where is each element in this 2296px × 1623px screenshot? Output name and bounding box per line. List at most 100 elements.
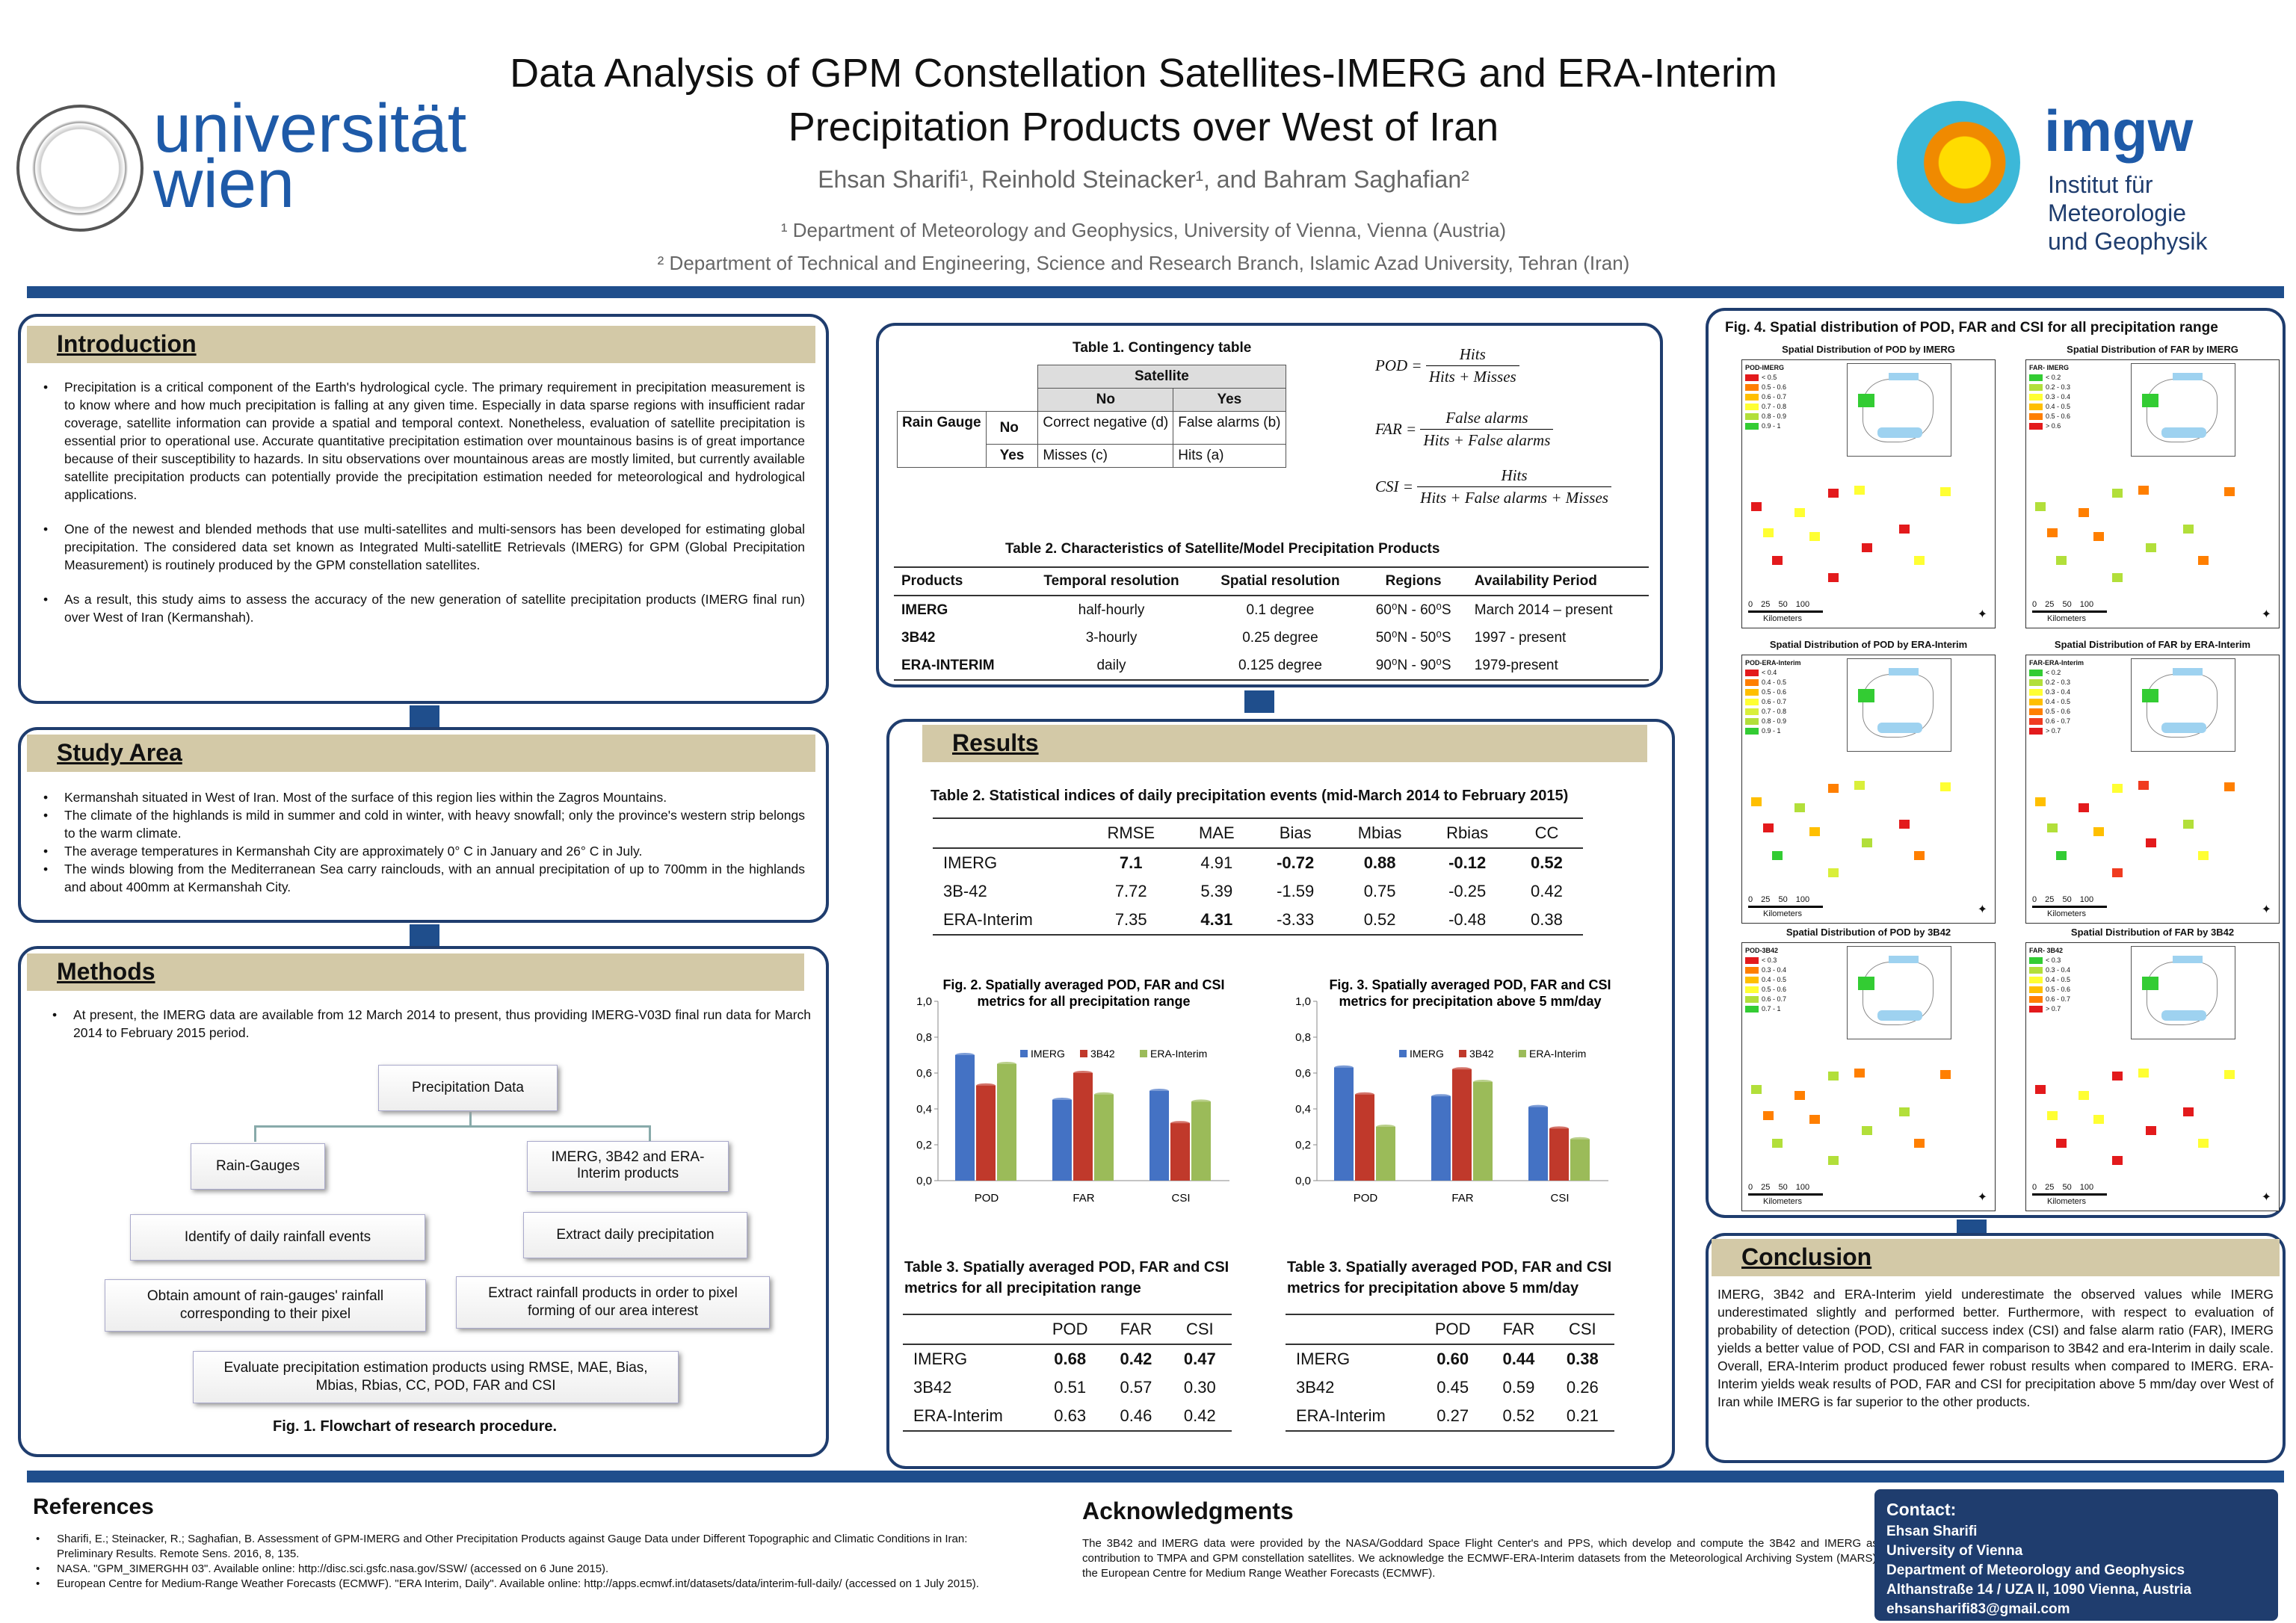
map-legend-title: POD-ERA-Interim [1745, 659, 1801, 667]
legend-label: < 0.2 [2046, 374, 2061, 381]
bar-cap [1149, 1089, 1169, 1093]
legend-swatch [1459, 1050, 1466, 1057]
legend-entry: 0.3 - 0.4 [2029, 392, 2070, 402]
references-heading: References [33, 1494, 154, 1519]
scale-unit: Kilometers [1763, 909, 1802, 918]
legend-entry: 0.2 - 0.3 [2029, 383, 2070, 392]
legend-label: 0.5 - 0.6 [1762, 986, 1787, 993]
flow-extract-daily: Extract daily precipitation [523, 1212, 747, 1258]
station-marker [1772, 851, 1783, 860]
station-marker [1794, 803, 1805, 812]
station-marker [2079, 508, 2089, 517]
station-marker [2035, 1085, 2046, 1094]
station-marker [2047, 528, 2058, 537]
station-marker [1809, 1115, 1820, 1124]
legend-swatch [1745, 996, 1759, 1004]
legend-label: 0.2 - 0.3 [2046, 383, 2071, 391]
chart-title: Fig. 2. Spatially averaged POD, FAR and … [942, 977, 1224, 1009]
legend-swatch [2029, 1006, 2043, 1013]
map-title: Spatial Distribution of FAR by 3B42 [2070, 927, 2235, 938]
affiliation-2: ² Department of Technical and Engineerin… [657, 252, 1630, 274]
bar-imerg [1334, 1067, 1354, 1181]
scale-bar [1748, 610, 1823, 613]
flow-extract-products: Extract rainfall products in order to pi… [456, 1276, 770, 1329]
conclusion-panel: Conclusion IMERG, 3B42 and ERA-Interim y… [1706, 1233, 2286, 1463]
station-marker [1763, 528, 1774, 537]
station-marker [1862, 838, 1872, 847]
map-title: Spatial Distribution of FAR by IMERG [2067, 344, 2238, 355]
station-marker [2146, 1126, 2156, 1135]
inset-iran-map [2131, 363, 2235, 457]
station-marker [2093, 827, 2104, 836]
legend-swatch [2029, 689, 2043, 696]
contingency-table: Satellite No Yes Rain Gauge No Correct nega… [897, 365, 1286, 468]
station-marker [1940, 487, 1951, 496]
intro-list: Precipitation is a critical component of… [21, 363, 826, 626]
bar-cap [1334, 1065, 1354, 1070]
fig2-bar-chart: Fig. 2. Spatially averaged POD, FAR and … [916, 977, 1229, 1205]
imgw-logo-text: imgw [2044, 98, 2194, 164]
legend-label: 0.3 - 0.4 [2046, 966, 2071, 974]
inset-iran-map [1847, 946, 1951, 1039]
y-tick-label: 0,6 [916, 1067, 932, 1080]
station-marker [1862, 543, 1872, 552]
legend-label: 0.3 - 0.4 [2046, 393, 2071, 401]
legend-entry: 0.5 - 0.6 [2029, 412, 2070, 421]
spatial-map: Spatial Distribution of POD by 3B42 POD-3… [1741, 927, 1996, 1218]
station-marker [1751, 502, 1762, 511]
legend-entry: 0.5 - 0.6 [2029, 707, 2084, 717]
legend-label: 0.8 - 0.9 [1762, 412, 1787, 420]
table-row: ERA-Interim 7.35 4.31 -3.33 0.52 -0.48 0.38 [933, 906, 1583, 936]
north-arrow-icon: ✦ [1977, 903, 1987, 916]
station-marker [2146, 838, 2156, 847]
legend-label: IMERG [1031, 1048, 1065, 1060]
formula-far: FAR = False alarms Hits + False alarms [1375, 407, 1554, 451]
contact-title: Contact: [1886, 1500, 1957, 1519]
legend-swatch [2029, 957, 2043, 965]
map-scale: 0 25 50 100 Kilometers [2032, 1183, 2107, 1206]
fig3-bar-chart: Fig. 3. Spatially averaged POD, FAR and … [1295, 977, 1611, 1205]
inset-iran-map [2131, 946, 2235, 1039]
legend-entry: 0.9 - 1 [1745, 726, 1801, 736]
station-marker [2146, 543, 2156, 552]
scale-unit: Kilometers [2047, 614, 2086, 623]
map-legend-title: POD-3B42 [1745, 947, 1779, 954]
y-tick-label: 1,0 [916, 995, 932, 1008]
map-title: Spatial Distribution of FAR by ERA-Inter… [2054, 639, 2251, 650]
legend-entry: 0.3 - 0.4 [2029, 687, 2084, 697]
table-row: IMERG 0.68 0.42 0.47 [913, 1350, 1216, 1368]
legend-swatch [1745, 967, 1759, 974]
scale-unit: Kilometers [2047, 909, 2086, 918]
map-frame: FAR- IMERG < 0.2 0.2 - 0.3 0.3 - 0.4 0.4 - 0… [2025, 359, 2280, 628]
section-heading: Conclusion [1712, 1239, 2280, 1276]
map-legend: FAR-ERA-Interim < 0.2 0.2 - 0.3 0.3 - 0.4 0.… [2029, 658, 2084, 736]
imgw-globe-logo [1897, 101, 2020, 224]
station-marker [1899, 1107, 1910, 1116]
legend-label: 0.7 - 1 [1762, 1005, 1781, 1013]
y-tick-label: 0,2 [916, 1139, 932, 1151]
north-arrow-icon: ✦ [1977, 608, 1987, 621]
bar-era-interim [1570, 1139, 1590, 1181]
legend-swatch [2029, 967, 2043, 974]
legend-entry: > 0.7 [2029, 1004, 2070, 1014]
list-item: NASA. "GPM_3IMERGHH 03". Available onlin… [27, 1562, 1013, 1577]
scale-unit: Kilometers [2047, 1197, 2086, 1206]
contact-email[interactable]: ehsansharifi83@gmail.com [1886, 1601, 2070, 1617]
legend-swatch [1140, 1050, 1147, 1057]
scale-bar [2032, 610, 2107, 613]
x-tick-label: CSI [1171, 1192, 1190, 1205]
bar-cap [1452, 1067, 1472, 1072]
legend-entry: 0.6 - 0.7 [1745, 697, 1801, 707]
legend-swatch [1745, 699, 1759, 706]
table-cell: Hits (a) [1173, 444, 1286, 468]
legend-entry: < 0.3 [2029, 956, 2070, 965]
legend-label: > 0.7 [2046, 1005, 2061, 1013]
station-marker [2224, 1070, 2235, 1079]
station-marker [1794, 1091, 1805, 1100]
bar-3b42 [1170, 1123, 1190, 1181]
bar-imerg [955, 1055, 975, 1181]
study-area-panel: Study Area Kermanshah situated in West o… [18, 727, 829, 923]
station-marker [1899, 525, 1910, 534]
table-row: 3B42 0.51 0.57 0.30 [913, 1378, 1216, 1397]
map-frame: POD-ERA-Interim < 0.4 0.4 - 0.5 0.5 - 0.6 0.… [1741, 655, 1996, 924]
